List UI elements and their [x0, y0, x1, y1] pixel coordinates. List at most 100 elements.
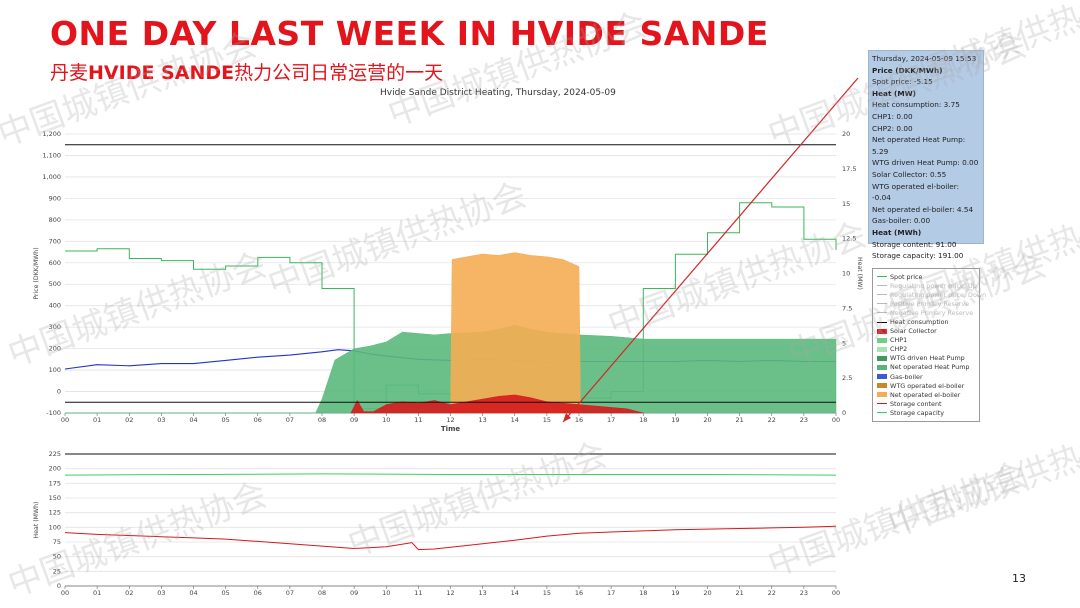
x-tick-label: 22	[768, 416, 776, 424]
legend-item[interactable]: CHP2	[877, 345, 975, 354]
legend-item[interactable]: Heat consumption	[877, 317, 975, 326]
legend-item[interactable]: WTG operated el-boiler	[877, 381, 975, 390]
legend-item[interactable]: Negative Primary Reserve	[877, 308, 975, 317]
slide-subtitle: 丹麦HVIDE SANDE热力公司日常运营的一天	[50, 62, 444, 84]
tooltip-line: Solar Collector: 0.55	[872, 169, 947, 179]
legend-swatch	[877, 412, 887, 414]
y-tick-label: 500	[49, 280, 61, 288]
y-tick-label: 0	[57, 582, 61, 590]
y-axis-label: Heat (MWh)	[33, 502, 40, 539]
x-tick-label: 20	[703, 416, 711, 424]
legend-item[interactable]: WTG driven Heat Pump	[877, 354, 975, 363]
x-tick-label: 11	[414, 589, 422, 597]
y-tick-label: 75	[53, 538, 61, 546]
x-tick-label: 12	[446, 416, 454, 424]
y2-tick-label: 5	[842, 339, 846, 347]
y2-tick-label: 15	[842, 200, 850, 208]
y-tick-label: 1,100	[42, 151, 61, 159]
tooltip-line: WTG operated el-boiler: -0.04	[872, 181, 960, 203]
legend-label: Heat consumption	[890, 318, 949, 327]
legend-swatch	[877, 312, 887, 314]
x-tick-label: 07	[286, 589, 294, 597]
x-tick-label: 23	[800, 589, 808, 597]
tooltip-line: Gas-boiler: 0.00	[872, 216, 931, 226]
annotation-arrow	[562, 77, 859, 423]
x-tick-label: 01	[93, 589, 101, 597]
x-tick-label: 12	[446, 589, 454, 597]
x-tick-label: 00	[832, 589, 840, 597]
legend-swatch	[877, 294, 887, 296]
x-tick-label: 08	[318, 589, 326, 597]
x-axis-label: Time	[441, 425, 460, 433]
tooltip-line: Storage content: 91.00	[872, 239, 957, 249]
x-tick-label: 15	[543, 416, 551, 424]
tooltip-line: Heat (MW)	[872, 88, 916, 98]
tooltip-line: Spot price: -5.15	[872, 77, 933, 87]
slide-title: ONE DAY LAST WEEK IN HVIDE SANDE	[50, 14, 769, 53]
chart-title: Hvide Sande District Heating, Thursday, …	[380, 88, 616, 98]
y-tick-label: 125	[49, 509, 61, 517]
x-tick-label: 19	[671, 589, 679, 597]
legend-swatch	[877, 383, 887, 389]
tooltip-line: Heat (MWh)	[872, 227, 922, 237]
y-tick-label: -100	[46, 409, 61, 417]
legend-item[interactable]: Regulating power price, Down	[877, 290, 986, 299]
x-tick-label: 00	[61, 416, 69, 424]
x-tick-label: 02	[125, 589, 133, 597]
legend-item[interactable]: Gas-boiler	[877, 372, 975, 381]
y-tick-label: 0	[57, 388, 61, 396]
legend-label: Solar Collector	[890, 327, 937, 336]
legend-swatch	[877, 303, 887, 305]
x-tick-label: 22	[768, 589, 776, 597]
tooltip-line: Storage capacity: 191.00	[872, 251, 964, 261]
legend-item[interactable]: Net operated Heat Pump	[877, 363, 975, 372]
x-tick-label: 21	[735, 416, 743, 424]
x-tick-label: 19	[671, 416, 679, 424]
legend-item[interactable]: Positive Primary Reserve	[877, 299, 975, 308]
legend-swatch	[877, 276, 887, 278]
x-tick-label: 10	[382, 589, 390, 597]
x-tick-label: 09	[350, 416, 358, 424]
y-tick-label: 25	[53, 567, 61, 575]
x-tick-label: 21	[735, 589, 743, 597]
legend-item[interactable]: Spot price	[877, 272, 975, 281]
legend-label: Regulating power price, Down	[890, 290, 987, 299]
legend-label: Spot price	[890, 272, 923, 281]
legend-item[interactable]: Regulating power price, Up	[877, 281, 977, 290]
y-axis-label: Price (DKK/MWh)	[33, 247, 40, 299]
legend-label: Negative Primary Reserve	[890, 308, 974, 317]
y-tick-label: 400	[49, 302, 61, 310]
legend-swatch	[877, 328, 887, 334]
y-tick-label: 200	[49, 465, 61, 473]
x-tick-label: 16	[575, 416, 583, 424]
y-tick-label: 50	[53, 553, 61, 561]
x-tick-label: 11	[414, 416, 422, 424]
y-tick-label: 700	[49, 237, 61, 245]
y-tick-label: 100	[49, 523, 61, 531]
x-tick-label: 13	[478, 416, 486, 424]
y2-tick-label: 20	[842, 130, 850, 138]
legend-label: Positive Primary Reserve	[890, 299, 970, 308]
legend-item[interactable]: Net operated el-boiler	[877, 390, 975, 399]
legend-label: Net operated el-boiler	[890, 390, 961, 399]
legend-swatch	[877, 392, 887, 398]
legend-label: CHP1	[890, 336, 908, 345]
legend-swatch	[877, 355, 887, 361]
legend-item[interactable]: Solar Collector	[877, 327, 975, 336]
legend-label: WTG driven Heat Pump	[890, 354, 965, 363]
y2-tick-label: 17.5	[842, 165, 856, 173]
legend-swatch	[877, 285, 887, 287]
chart-legend[interactable]: Spot price Regulating power price, Up Regu…	[872, 268, 986, 422]
x-tick-label: 04	[189, 589, 197, 597]
legend-item[interactable]: CHP1	[877, 336, 975, 345]
tooltip-line: Net operated Heat Pump: 5.29	[872, 135, 966, 156]
legend-item[interactable]: Storage capacity	[877, 408, 975, 417]
x-tick-label: 06	[254, 416, 262, 424]
legend-item[interactable]: Storage content	[877, 399, 975, 408]
page-number: 13	[1012, 572, 1026, 585]
y-tick-label: 150	[49, 494, 61, 502]
legend-label: Storage capacity	[890, 408, 945, 417]
x-tick-label: 05	[221, 416, 229, 424]
legend-swatch	[877, 321, 887, 323]
x-tick-label: 00	[832, 416, 840, 424]
